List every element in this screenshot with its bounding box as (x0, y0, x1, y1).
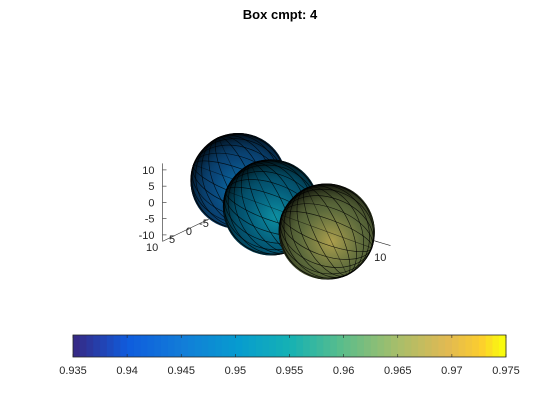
y-tick-label: 10 (146, 242, 158, 254)
colorbar-cell (120, 335, 128, 357)
colorbar-cell (363, 335, 372, 357)
y-tick-label: 0 (186, 226, 192, 238)
z-tick-label: 5 (148, 181, 154, 193)
colorbar-tick-label: 0.975 (492, 365, 520, 377)
colorbar-cell (181, 335, 189, 357)
y-tick-label: -5 (199, 218, 209, 230)
colorbar-cell (221, 335, 230, 357)
colorbar-cell (296, 335, 304, 357)
colorbar-cell (303, 335, 311, 357)
colorbar-tick-label: 0.95 (225, 365, 246, 377)
colorbar-cell (113, 335, 121, 357)
colorbar-cell (160, 335, 169, 357)
colorbar-tick-label: 0.94 (116, 365, 137, 377)
colorbar-cell (188, 335, 196, 357)
colorbar-cell (323, 335, 331, 357)
x-tick-mark (375, 240, 379, 243)
colorbar-cell (309, 335, 318, 357)
colorbar-cell (127, 335, 135, 357)
colorbar: 0.935 0.94 0.945 0.95 0.955 0.96 0.965 0.97 0.97… (59, 334, 520, 377)
colorbar-cell (235, 335, 243, 357)
colorbar-cell (86, 335, 94, 357)
y-tick-mark (202, 220, 207, 223)
colorbar-cell (451, 335, 460, 357)
colorbar-cell (208, 335, 216, 357)
colorbar-cell (499, 335, 507, 357)
chart-title: Box cmpt: 4 (243, 7, 318, 22)
colorbar-cell (194, 335, 203, 357)
colorbar-cell (228, 335, 236, 357)
colorbar-cell (282, 335, 290, 357)
colorbar-cell (93, 335, 101, 357)
colorbar-cell (465, 335, 473, 357)
y-tick-label: 5 (169, 234, 175, 246)
colorbar-cell (336, 335, 345, 357)
colorbar-cell (73, 335, 81, 357)
colorbar-cell (248, 335, 257, 357)
z-tick-label: -10 (139, 230, 155, 242)
colorbar-cell (174, 335, 182, 357)
colorbar-tick-label: 0.955 (276, 365, 304, 377)
colorbar-cell (478, 335, 487, 357)
sphere-mesh (278, 183, 375, 280)
colorbar-cell (289, 335, 297, 357)
colorbar-cell (411, 335, 419, 357)
colorbar-cell (106, 335, 115, 357)
colorbar-cell (377, 335, 385, 357)
colorbar-cell (140, 335, 148, 357)
sphere-wireframe (278, 183, 375, 280)
colorbar-cell (370, 335, 378, 357)
colorbar-tick-label: 0.965 (384, 365, 412, 377)
colorbar-cell (343, 335, 351, 357)
colorbar-cell (404, 335, 412, 357)
colorbar-cell (418, 335, 426, 357)
colorbar-cell (445, 335, 453, 357)
colorbar-cell (350, 335, 358, 357)
colorbar-cell (485, 335, 493, 357)
colorbar-tick-label: 0.945 (167, 365, 195, 377)
colorbar-cell (438, 335, 446, 357)
colorbar-cell (384, 335, 392, 357)
colorbar-cell (262, 335, 270, 357)
y-tick-mark (169, 236, 173, 239)
z-tick-label: 10 (142, 165, 154, 177)
y-tick-mark (186, 228, 190, 231)
colorbar-cell (390, 335, 399, 357)
sphere-mesh-group (190, 133, 375, 280)
colorbar-cell (154, 335, 162, 357)
colorbar-cell (316, 335, 324, 357)
colorbar-cell (431, 335, 439, 357)
colorbar-cell (201, 335, 209, 357)
colorbar-tick-label: 0.96 (333, 365, 354, 377)
colorbar-cell (167, 335, 175, 357)
colorbar-cell (269, 335, 277, 357)
colorbar-cell (397, 335, 406, 357)
colorbar-tick-label: 0.935 (59, 365, 87, 377)
colorbar-cell (424, 335, 433, 357)
colorbar-cell (357, 335, 365, 357)
colorbar-cell (492, 335, 500, 357)
colorbar-cell (275, 335, 284, 357)
colorbar-cell (255, 335, 263, 357)
colorbar-cell (458, 335, 466, 357)
z-tick-label: 0 (148, 197, 154, 209)
colorbar-cell (330, 335, 338, 357)
colorbar-cell (100, 335, 108, 357)
sphere-surface (278, 183, 375, 280)
colorbar-cell (215, 335, 223, 357)
colorbar-cell (472, 335, 480, 357)
colorbar-cell (242, 335, 250, 357)
colorbar-cell (147, 335, 155, 357)
z-tick-label: -5 (145, 214, 155, 226)
colorbar-tick-label: 0.97 (441, 365, 462, 377)
colorbar-cell (133, 335, 142, 357)
x-tick-label: 10 (374, 252, 386, 264)
colorbar-cell (79, 335, 88, 357)
